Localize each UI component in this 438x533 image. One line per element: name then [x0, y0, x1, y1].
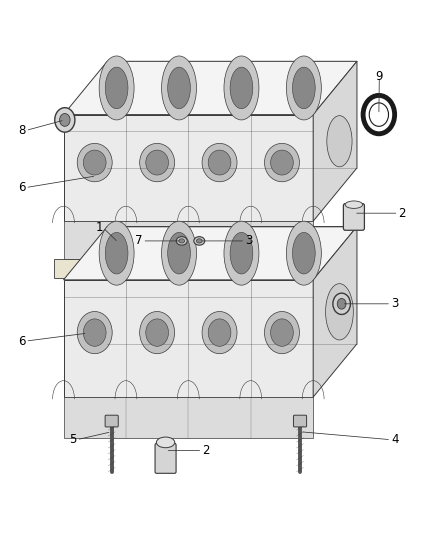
Ellipse shape: [105, 232, 128, 274]
Ellipse shape: [194, 237, 205, 245]
Ellipse shape: [77, 311, 112, 354]
Ellipse shape: [146, 150, 169, 175]
Ellipse shape: [99, 221, 134, 285]
Text: 3: 3: [391, 297, 399, 310]
Ellipse shape: [140, 143, 175, 182]
Text: 4: 4: [391, 433, 399, 446]
Ellipse shape: [162, 56, 197, 120]
FancyBboxPatch shape: [155, 443, 176, 473]
Ellipse shape: [345, 201, 363, 208]
FancyBboxPatch shape: [293, 415, 307, 427]
Polygon shape: [53, 259, 323, 278]
Text: 8: 8: [18, 124, 25, 137]
Ellipse shape: [286, 221, 321, 285]
Circle shape: [333, 293, 350, 314]
Text: 2: 2: [202, 444, 210, 457]
Circle shape: [55, 108, 75, 132]
Ellipse shape: [105, 67, 128, 109]
Text: 6: 6: [18, 181, 25, 194]
Ellipse shape: [327, 116, 352, 167]
Ellipse shape: [271, 319, 293, 346]
Polygon shape: [64, 61, 357, 115]
Ellipse shape: [265, 311, 300, 354]
Ellipse shape: [230, 67, 253, 109]
Ellipse shape: [224, 56, 259, 120]
Ellipse shape: [176, 237, 187, 245]
Ellipse shape: [77, 143, 112, 182]
Ellipse shape: [202, 143, 237, 182]
Ellipse shape: [162, 221, 197, 285]
Polygon shape: [64, 221, 313, 259]
FancyBboxPatch shape: [105, 415, 118, 427]
Ellipse shape: [196, 239, 202, 243]
Polygon shape: [323, 232, 345, 278]
Text: 3: 3: [245, 235, 253, 247]
Ellipse shape: [208, 319, 231, 346]
Ellipse shape: [83, 319, 106, 346]
Ellipse shape: [271, 150, 293, 175]
Text: 7: 7: [135, 235, 142, 247]
Text: 6: 6: [18, 335, 25, 348]
Text: 2: 2: [399, 207, 406, 220]
FancyBboxPatch shape: [343, 204, 364, 230]
Ellipse shape: [286, 56, 321, 120]
Ellipse shape: [224, 221, 259, 285]
Circle shape: [369, 103, 389, 126]
Ellipse shape: [202, 311, 237, 354]
Ellipse shape: [293, 67, 315, 109]
Ellipse shape: [208, 150, 231, 175]
Text: 9: 9: [375, 70, 383, 83]
Text: 5: 5: [69, 433, 77, 446]
Polygon shape: [64, 115, 313, 221]
Polygon shape: [64, 397, 313, 438]
Polygon shape: [64, 227, 357, 280]
Ellipse shape: [179, 239, 184, 243]
Polygon shape: [64, 280, 313, 397]
Ellipse shape: [168, 67, 191, 109]
Ellipse shape: [99, 56, 134, 120]
Polygon shape: [313, 61, 357, 221]
Polygon shape: [313, 227, 357, 397]
Ellipse shape: [293, 232, 315, 274]
Ellipse shape: [230, 232, 253, 274]
Ellipse shape: [168, 232, 191, 274]
Ellipse shape: [325, 284, 353, 340]
Circle shape: [337, 298, 346, 309]
Ellipse shape: [140, 311, 175, 354]
Circle shape: [60, 114, 70, 126]
Ellipse shape: [146, 319, 169, 346]
Ellipse shape: [83, 150, 106, 175]
Ellipse shape: [156, 437, 175, 448]
Ellipse shape: [265, 143, 300, 182]
Text: 1: 1: [95, 221, 103, 234]
